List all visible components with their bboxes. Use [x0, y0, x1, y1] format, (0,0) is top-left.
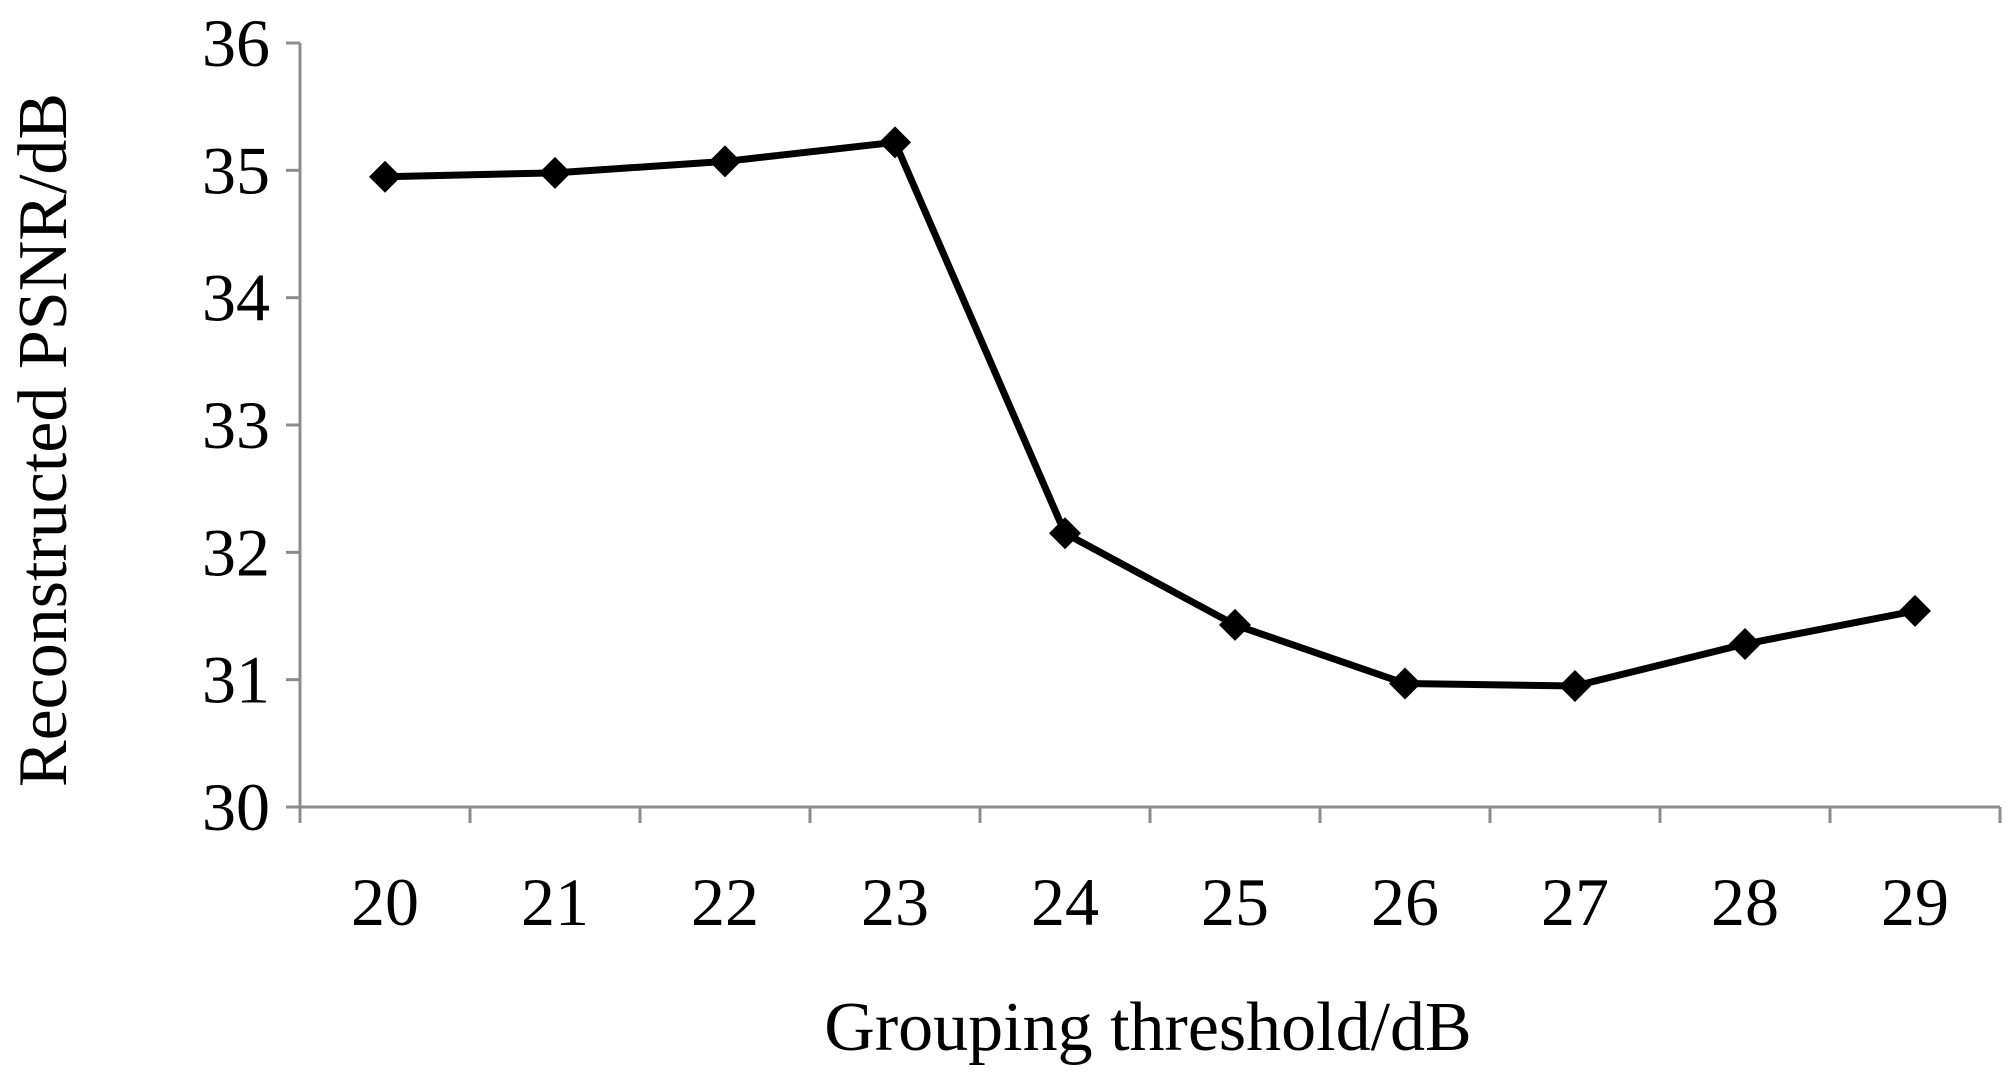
data-point-marker [539, 156, 571, 189]
y-tick-label: 35 [202, 132, 270, 208]
x-tick-label: 23 [861, 864, 929, 940]
y-tick-label: 32 [202, 514, 270, 590]
x-tick-label: 20 [351, 864, 419, 940]
y-tick-label: 31 [202, 642, 270, 718]
x-tick-label: 24 [1031, 864, 1099, 940]
data-point-marker [879, 126, 911, 159]
y-tick-label: 33 [202, 387, 270, 463]
x-tick-label: 22 [691, 864, 759, 940]
x-tick-label: 28 [1711, 864, 1779, 940]
x-tick-label: 29 [1881, 864, 1949, 940]
data-point-marker [1389, 667, 1421, 700]
y-ticks: 30 31 32 33 34 35 36 [202, 5, 300, 845]
y-tick-label: 30 [202, 769, 270, 845]
series-line [384, 138, 1916, 690]
data-point-marker [1049, 517, 1081, 550]
y-axis-title: Reconstructed PSNR/dB [5, 93, 82, 787]
data-point-marker [1729, 628, 1761, 661]
data-point-marker [369, 160, 401, 193]
x-axis-title: Grouping threshold/dB [824, 989, 1471, 1066]
x-tick-label: 26 [1371, 864, 1439, 940]
y-tick-label: 34 [202, 260, 270, 336]
data-point-marker [709, 145, 741, 178]
x-ticks: 20 21 22 23 24 25 26 27 28 29 [298, 807, 2002, 940]
y-tick-label: 36 [202, 5, 270, 81]
data-point-marker [1219, 608, 1251, 641]
x-tick-label: 21 [521, 864, 589, 940]
x-tick-label: 25 [1201, 864, 1269, 940]
data-point-marker [1559, 670, 1591, 703]
data-point-marker [1899, 594, 1931, 627]
x-tick-label: 27 [1541, 864, 1609, 940]
series [369, 126, 1931, 703]
